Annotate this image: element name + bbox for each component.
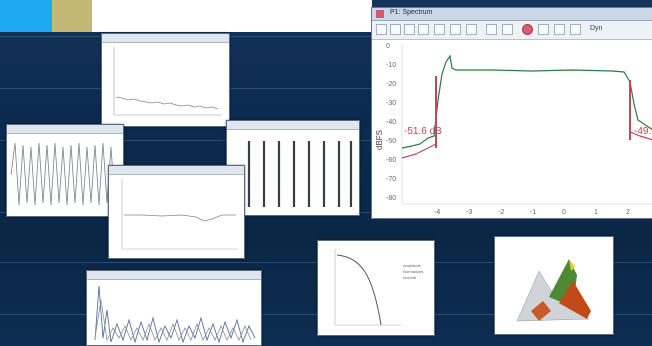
y-tick-label: -60	[386, 157, 396, 164]
zoom-tool-icon[interactable]	[390, 24, 401, 35]
camera-icon[interactable]	[450, 24, 461, 35]
cursor-icon[interactable]	[486, 24, 497, 35]
y-tick-label: -80	[386, 195, 396, 202]
plot-window-sine[interactable]	[6, 124, 124, 217]
plot-window-decay[interactable]: Amplitude Normalized Interval	[317, 240, 435, 336]
right-marker-label: -49.8	[634, 126, 652, 137]
burst-plot	[247, 141, 353, 207]
y-tick-label: -70	[386, 176, 396, 183]
x-axis-ticks: -4-3-2-10123	[434, 209, 630, 216]
plot-window-noise[interactable]	[101, 33, 230, 127]
flat-plot	[121, 179, 238, 250]
window-toolbar[interactable]	[102, 34, 229, 43]
y-tick-label: -10	[386, 62, 396, 69]
y-tick-label: 0	[386, 43, 390, 50]
spike-plot	[94, 285, 256, 344]
x-tick-label: 1	[594, 209, 598, 216]
y-tick-label: -20	[386, 81, 396, 88]
decay-plot: Amplitude Normalized Interval	[334, 249, 423, 326]
window-toolbar[interactable]	[7, 125, 123, 134]
y-tick-label: -50	[386, 138, 396, 145]
window-toolbar[interactable]	[87, 271, 261, 280]
pointer-tool-icon[interactable]	[376, 24, 387, 35]
tan-color-block	[52, 0, 92, 32]
y-tick-label: -40	[386, 119, 396, 126]
surface-plot	[516, 259, 591, 322]
window-toolbar: Dyn	[372, 21, 652, 40]
noise-plot	[113, 47, 222, 116]
window-toolbar[interactable]	[109, 166, 244, 175]
plot-window-flat[interactable]	[108, 165, 245, 259]
plot-window-bursts[interactable]	[226, 120, 360, 216]
y-axis-ticks: 0 -10 -20 -30 -40 -50 -60 -70 -80	[386, 43, 396, 202]
x-tick-label: -4	[434, 209, 440, 216]
zoom-out-icon[interactable]	[404, 24, 415, 35]
spectrum-window[interactable]: P1: Spectrum Dyn 0 -10 -20 -30 -40 -50 -60 -70-…	[371, 7, 652, 219]
plot-window-3d[interactable]	[494, 236, 614, 335]
x-tick-label: 2	[626, 209, 630, 216]
spectrum-plot: 0-10-20-30-40-50-60-70-80 -4-3-2-10123 d…	[375, 43, 652, 216]
blue-color-block	[0, 0, 52, 32]
spectrum-trace	[401, 54, 652, 149]
hand-tool-icon[interactable]	[434, 24, 445, 35]
y-tick-label: -30	[386, 100, 396, 107]
svg-text:Interval: Interval	[403, 275, 416, 280]
toolbar-dyn-label[interactable]: Dyn	[590, 25, 603, 32]
plot-window-spikes[interactable]	[86, 270, 262, 346]
window-title: P1: Spectrum	[390, 9, 433, 16]
window-icon	[376, 10, 384, 18]
x-tick-label: -3	[466, 209, 472, 216]
white-banner	[92, 0, 372, 32]
window-toolbar[interactable]	[227, 121, 359, 130]
print-icon[interactable]	[570, 24, 581, 35]
x-tick-label: -2	[498, 209, 504, 216]
svg-text:Amplitude: Amplitude	[403, 263, 422, 268]
record-icon[interactable]	[522, 24, 533, 35]
y-axis-label: dBFS	[375, 130, 384, 150]
export-icon[interactable]	[554, 24, 565, 35]
sine-plot	[10, 142, 120, 206]
grid-icon[interactable]	[466, 24, 477, 35]
marker-icon[interactable]	[502, 24, 513, 35]
x-tick-label: 0	[562, 209, 566, 216]
pan-tool-icon[interactable]	[418, 24, 429, 35]
x-tick-label: -1	[530, 209, 536, 216]
svg-text:Normalized: Normalized	[403, 269, 423, 274]
window-titlebar[interactable]: P1: Spectrum	[372, 8, 652, 21]
left-marker-label: -51.6 dB	[404, 126, 442, 137]
settings-icon[interactable]	[538, 24, 549, 35]
